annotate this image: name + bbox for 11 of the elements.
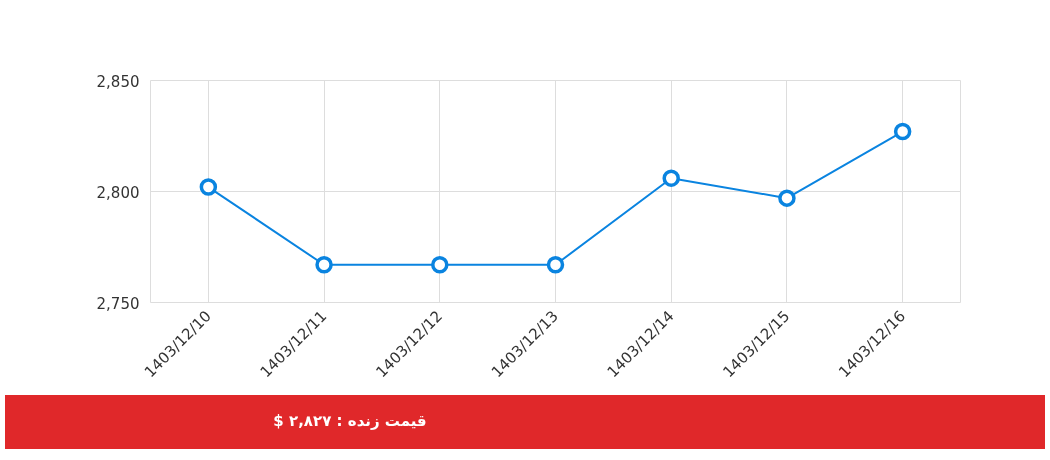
- point: [315, 256, 333, 274]
- point: [546, 256, 565, 274]
- point: [431, 256, 449, 274]
- point: [893, 122, 912, 141]
- point: [199, 178, 218, 196]
- point: [662, 169, 680, 187]
- y-tick-label: 2,850: [96, 72, 140, 91]
- text: قیمت زنده : ۲,۸۲۷ $: [272, 411, 428, 432]
- y-tick-label: 2,800: [96, 183, 140, 202]
- point: [778, 189, 796, 207]
- y-tick-label: 2,750: [96, 294, 140, 313]
